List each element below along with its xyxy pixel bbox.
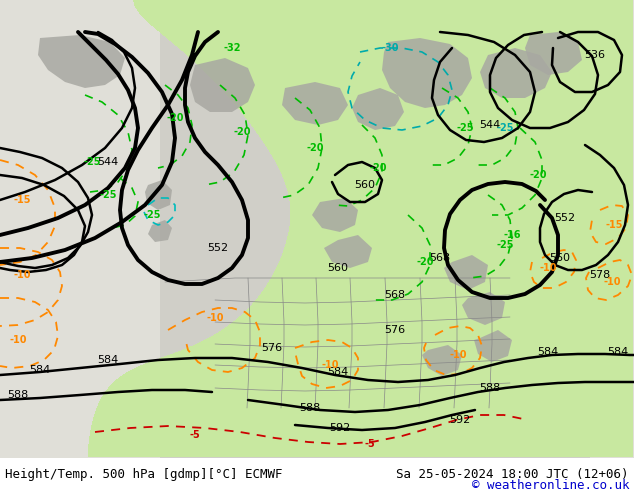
Text: -10: -10 xyxy=(13,270,31,280)
Text: -5: -5 xyxy=(365,439,375,449)
Polygon shape xyxy=(145,180,172,210)
Text: 576: 576 xyxy=(384,325,406,335)
Polygon shape xyxy=(480,48,552,98)
Text: -25: -25 xyxy=(456,123,474,133)
Text: 588: 588 xyxy=(479,383,501,393)
Text: 552: 552 xyxy=(555,213,576,223)
Text: 544: 544 xyxy=(98,157,119,167)
Text: -20: -20 xyxy=(233,127,251,137)
Text: 584: 584 xyxy=(538,347,559,357)
Text: 560: 560 xyxy=(550,253,571,263)
Polygon shape xyxy=(474,330,512,362)
Text: -10: -10 xyxy=(603,277,621,287)
Text: -10: -10 xyxy=(321,360,339,370)
Text: Height/Temp. 500 hPa [gdmp][°C] ECMWF: Height/Temp. 500 hPa [gdmp][°C] ECMWF xyxy=(5,467,283,481)
Polygon shape xyxy=(352,88,404,130)
Polygon shape xyxy=(462,292,505,325)
Polygon shape xyxy=(324,235,372,268)
Text: 584: 584 xyxy=(607,347,629,357)
Text: 592: 592 xyxy=(330,423,351,433)
Text: -20: -20 xyxy=(166,113,184,123)
Text: -32: -32 xyxy=(223,43,241,53)
Polygon shape xyxy=(444,255,488,290)
Text: -25: -25 xyxy=(83,157,101,167)
Polygon shape xyxy=(422,345,462,376)
Text: 584: 584 xyxy=(98,355,119,365)
Text: -5: -5 xyxy=(190,430,200,440)
Text: -15: -15 xyxy=(13,195,31,205)
Text: -30: -30 xyxy=(381,43,399,53)
Text: 536: 536 xyxy=(585,50,605,60)
Text: 588: 588 xyxy=(299,403,321,413)
Text: -25: -25 xyxy=(496,240,514,250)
Polygon shape xyxy=(148,220,172,242)
Text: -10: -10 xyxy=(450,350,467,360)
Polygon shape xyxy=(525,32,582,75)
Bar xyxy=(0,0,160,458)
Text: -10: -10 xyxy=(540,263,557,273)
Bar xyxy=(0,458,634,490)
Polygon shape xyxy=(190,58,255,112)
Bar xyxy=(590,0,634,458)
Text: 568: 568 xyxy=(429,253,451,263)
Text: 568: 568 xyxy=(384,290,406,300)
Text: 544: 544 xyxy=(479,120,501,130)
Text: 560: 560 xyxy=(328,263,349,273)
Text: © weatheronline.co.uk: © weatheronline.co.uk xyxy=(472,479,629,490)
Text: -16: -16 xyxy=(503,230,521,240)
Text: 576: 576 xyxy=(261,343,283,353)
Polygon shape xyxy=(382,38,472,108)
Text: -20: -20 xyxy=(306,143,324,153)
Text: 584: 584 xyxy=(29,365,51,375)
Text: 588: 588 xyxy=(8,390,29,400)
Text: 552: 552 xyxy=(207,243,229,253)
Text: -25: -25 xyxy=(100,190,117,200)
Text: 578: 578 xyxy=(590,270,611,280)
Text: -20: -20 xyxy=(529,170,547,180)
Text: 560: 560 xyxy=(354,180,375,190)
Polygon shape xyxy=(282,82,348,125)
Text: -10: -10 xyxy=(206,313,224,323)
Text: -25: -25 xyxy=(496,123,514,133)
Polygon shape xyxy=(312,198,358,232)
Text: 592: 592 xyxy=(450,415,470,425)
Text: -20: -20 xyxy=(369,163,387,173)
Text: -15: -15 xyxy=(605,220,623,230)
Text: Sa 25-05-2024 18:00 JTC (12+06): Sa 25-05-2024 18:00 JTC (12+06) xyxy=(396,467,629,481)
Text: -25: -25 xyxy=(143,210,161,220)
Polygon shape xyxy=(38,35,125,88)
Text: -20: -20 xyxy=(417,257,434,267)
Text: -10: -10 xyxy=(10,335,27,345)
Text: 584: 584 xyxy=(327,367,349,377)
